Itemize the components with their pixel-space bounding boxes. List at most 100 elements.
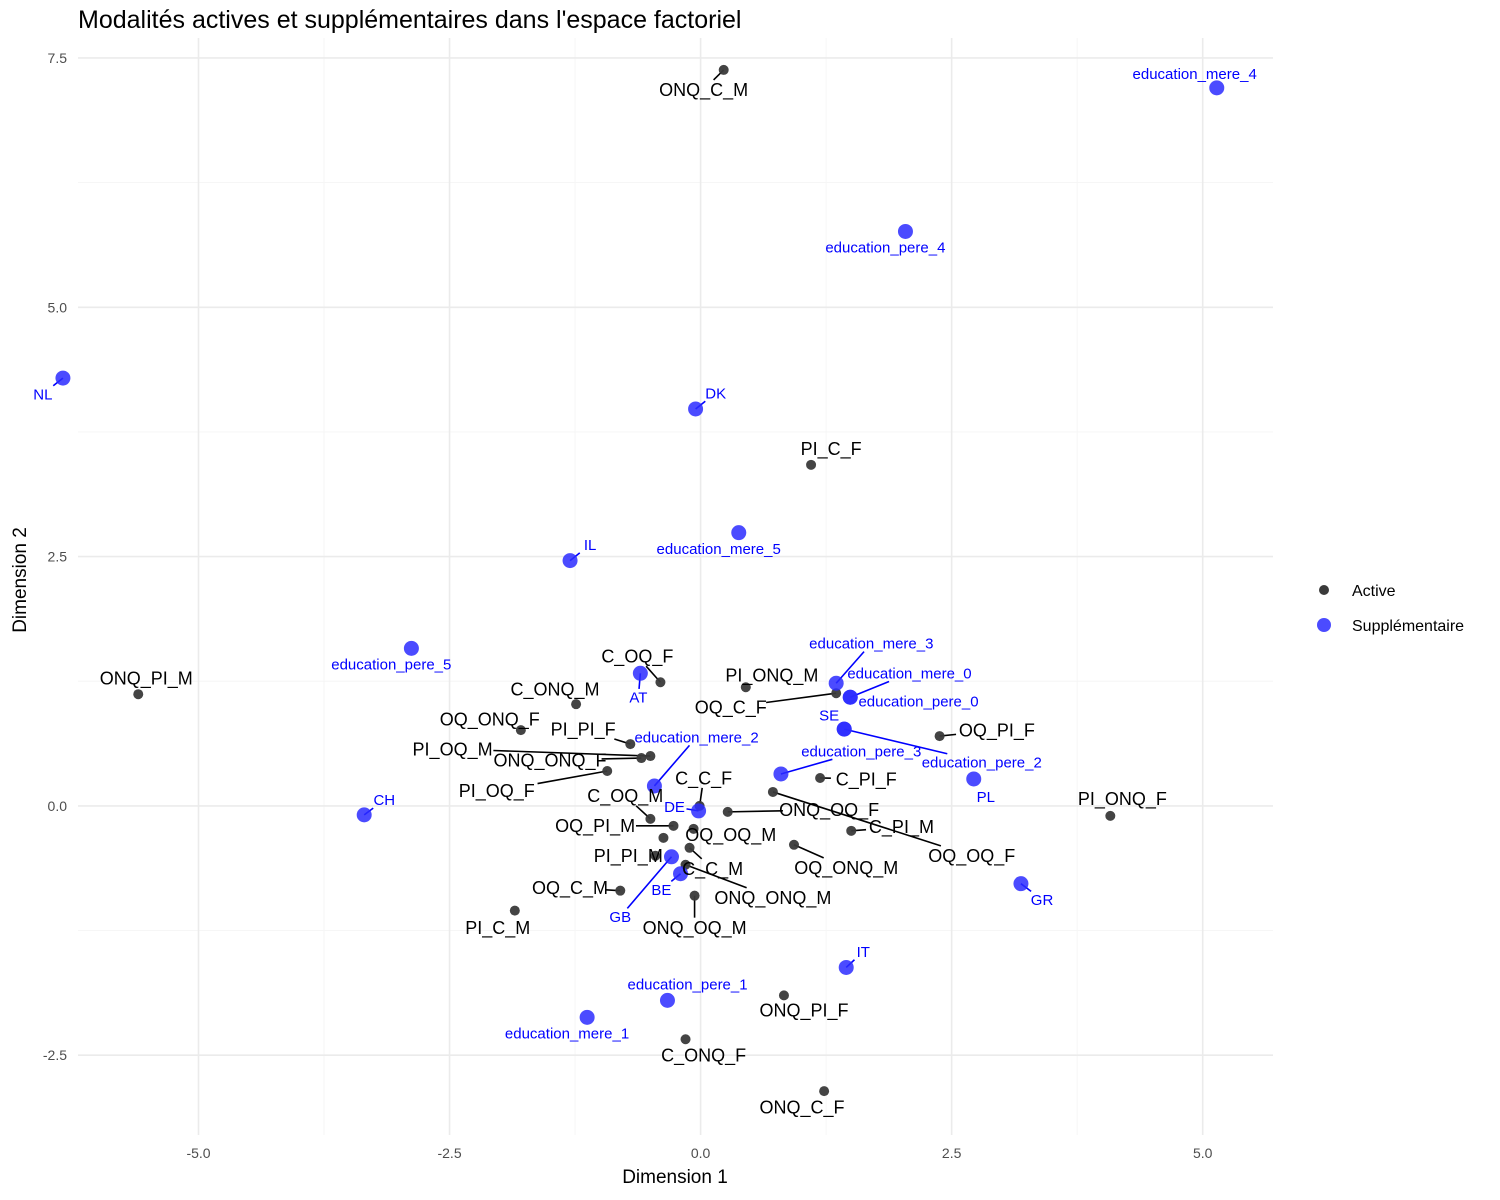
active-point bbox=[645, 813, 656, 824]
active-point bbox=[645, 751, 656, 762]
active-point-label: ONQ_PI_F bbox=[760, 1001, 849, 1022]
active-point bbox=[767, 786, 778, 797]
active-point-label: OQ_OQ_M bbox=[685, 825, 776, 846]
active-point bbox=[625, 739, 636, 750]
supplementary-point bbox=[842, 689, 858, 705]
x-axis-title: Dimension 1 bbox=[622, 1167, 728, 1188]
chart-title: Modalités actives et supplémentaires dan… bbox=[78, 6, 742, 34]
active-point bbox=[740, 682, 751, 693]
legend: Active Supplémentaire bbox=[1317, 583, 1464, 635]
active-point-label: OQ_C_F bbox=[695, 697, 767, 718]
active-point bbox=[680, 1034, 691, 1045]
leader-line-active bbox=[727, 809, 783, 813]
active-point bbox=[133, 689, 144, 700]
x-tick-label: -2.5 bbox=[437, 1145, 461, 1161]
legend-key-active bbox=[1319, 585, 1329, 595]
supplementary-point bbox=[1013, 876, 1029, 892]
active-point-label: OQ_ONQ_M bbox=[794, 858, 898, 879]
supplementary-point bbox=[356, 807, 372, 823]
active-point-label: OQ_ONQ_F bbox=[440, 709, 540, 730]
active-point-label: C_C_M bbox=[682, 859, 743, 880]
x-axis-ticks: -5.0 -2.5 0.0 2.5 5.0 bbox=[186, 1145, 1212, 1161]
active-point bbox=[815, 772, 826, 783]
active-point-label: PI_OQ_F bbox=[459, 781, 535, 802]
supplementary-point-label: education_pere_0 bbox=[858, 693, 978, 710]
active-point-label: ONQ_C_M bbox=[659, 80, 748, 101]
leader-line-supplementary bbox=[844, 728, 948, 755]
x-tick-label: 2.5 bbox=[942, 1145, 962, 1161]
supplementary-point-label: education_mere_1 bbox=[505, 1026, 629, 1043]
leader-line-supplementary bbox=[626, 856, 673, 909]
active-point-label: PI_C_M bbox=[465, 918, 530, 939]
data-labels: ONQ_C_M PI_C_F ONQ_PI_M C_OQ_FC_ONQ_M PI_ONQ… bbox=[33, 66, 1257, 1118]
supplementary-point-label: SE bbox=[819, 707, 839, 724]
y-tick-label: 2.5 bbox=[48, 549, 68, 565]
supplementary-point-label: education_mere_4 bbox=[1133, 66, 1257, 83]
active-point bbox=[658, 832, 669, 843]
active-point bbox=[788, 839, 799, 850]
y-tick-label: 0.0 bbox=[48, 798, 68, 814]
active-point bbox=[509, 905, 520, 916]
supplementary-point bbox=[646, 778, 662, 794]
y-tick-label: 7.5 bbox=[48, 50, 68, 66]
active-point-label: PI_ONQ_M bbox=[725, 666, 818, 687]
active-point-label: ONQ_PI_M bbox=[100, 669, 193, 690]
supplementary-point bbox=[55, 370, 71, 386]
legend-key-supplementary bbox=[1317, 618, 1331, 632]
active-point bbox=[1105, 810, 1116, 821]
supplementary-point-label: GB bbox=[609, 909, 631, 926]
supplementary-point-label: education_pere_4 bbox=[825, 240, 945, 257]
supplementary-point-label: education_pere_5 bbox=[331, 657, 451, 674]
supplementary-point bbox=[632, 665, 648, 681]
supplementary-point bbox=[691, 803, 707, 819]
active-point bbox=[515, 725, 526, 736]
supplementary-point-label: education_mere_0 bbox=[847, 666, 971, 683]
y-tick-label: -2.5 bbox=[43, 1047, 67, 1063]
supplementary-point bbox=[659, 992, 675, 1008]
leader-line-active bbox=[793, 844, 824, 859]
active-point-label: OQ_PI_F bbox=[959, 720, 1035, 741]
active-point-label: PI_C_F bbox=[801, 439, 862, 460]
active-point bbox=[846, 825, 857, 836]
supplementary-point-label: BE bbox=[651, 882, 671, 899]
active-point-label: ONQ_C_F bbox=[760, 1097, 845, 1118]
supplementary-point bbox=[897, 223, 913, 239]
active-point-label: PI_PI_F bbox=[551, 719, 616, 740]
leader-line-supplementary bbox=[780, 758, 833, 775]
active-point bbox=[718, 64, 729, 75]
active-point bbox=[615, 885, 626, 896]
supplementary-point-label: education_mere_2 bbox=[634, 729, 758, 746]
active-point-label: ONQ_OQ_F bbox=[779, 800, 879, 821]
supplementary-point bbox=[562, 553, 578, 569]
supplementary-point bbox=[1209, 80, 1225, 96]
x-tick-label: -5.0 bbox=[186, 1145, 210, 1161]
active-point bbox=[668, 820, 679, 831]
active-point bbox=[602, 765, 613, 776]
supplementary-point bbox=[773, 766, 789, 782]
active-point bbox=[819, 1086, 830, 1097]
x-tick-label: 0.0 bbox=[691, 1145, 711, 1161]
supplementary-point-label: GR bbox=[1031, 892, 1054, 909]
active-point-label: PI_OQ_M bbox=[413, 739, 493, 760]
data-points bbox=[55, 64, 1225, 1097]
supplementary-point bbox=[836, 721, 852, 737]
active-point-label: OQ_OQ_F bbox=[928, 846, 1015, 867]
active-point-label: C_OQ_M bbox=[587, 786, 663, 807]
legend-label-active: Active bbox=[1352, 583, 1396, 600]
active-point bbox=[778, 990, 789, 1001]
active-point-label: ONQ_OQ_M bbox=[643, 918, 747, 939]
active-point bbox=[688, 823, 699, 834]
leader-line-active bbox=[685, 863, 747, 889]
active-point-label: C_PI_F bbox=[836, 769, 897, 790]
active-point-label: PI_PI_M bbox=[594, 846, 663, 867]
active-point bbox=[722, 806, 733, 817]
grid-lines bbox=[78, 38, 1273, 1135]
active-point bbox=[934, 731, 945, 742]
active-point-label: PI_ONQ_F bbox=[1078, 789, 1167, 810]
supplementary-point bbox=[403, 640, 419, 656]
supplementary-point-label: education_mere_3 bbox=[809, 636, 933, 653]
supplementary-point bbox=[663, 849, 679, 865]
active-point-label: C_C_F bbox=[675, 768, 732, 789]
leader-line-active bbox=[493, 749, 651, 757]
